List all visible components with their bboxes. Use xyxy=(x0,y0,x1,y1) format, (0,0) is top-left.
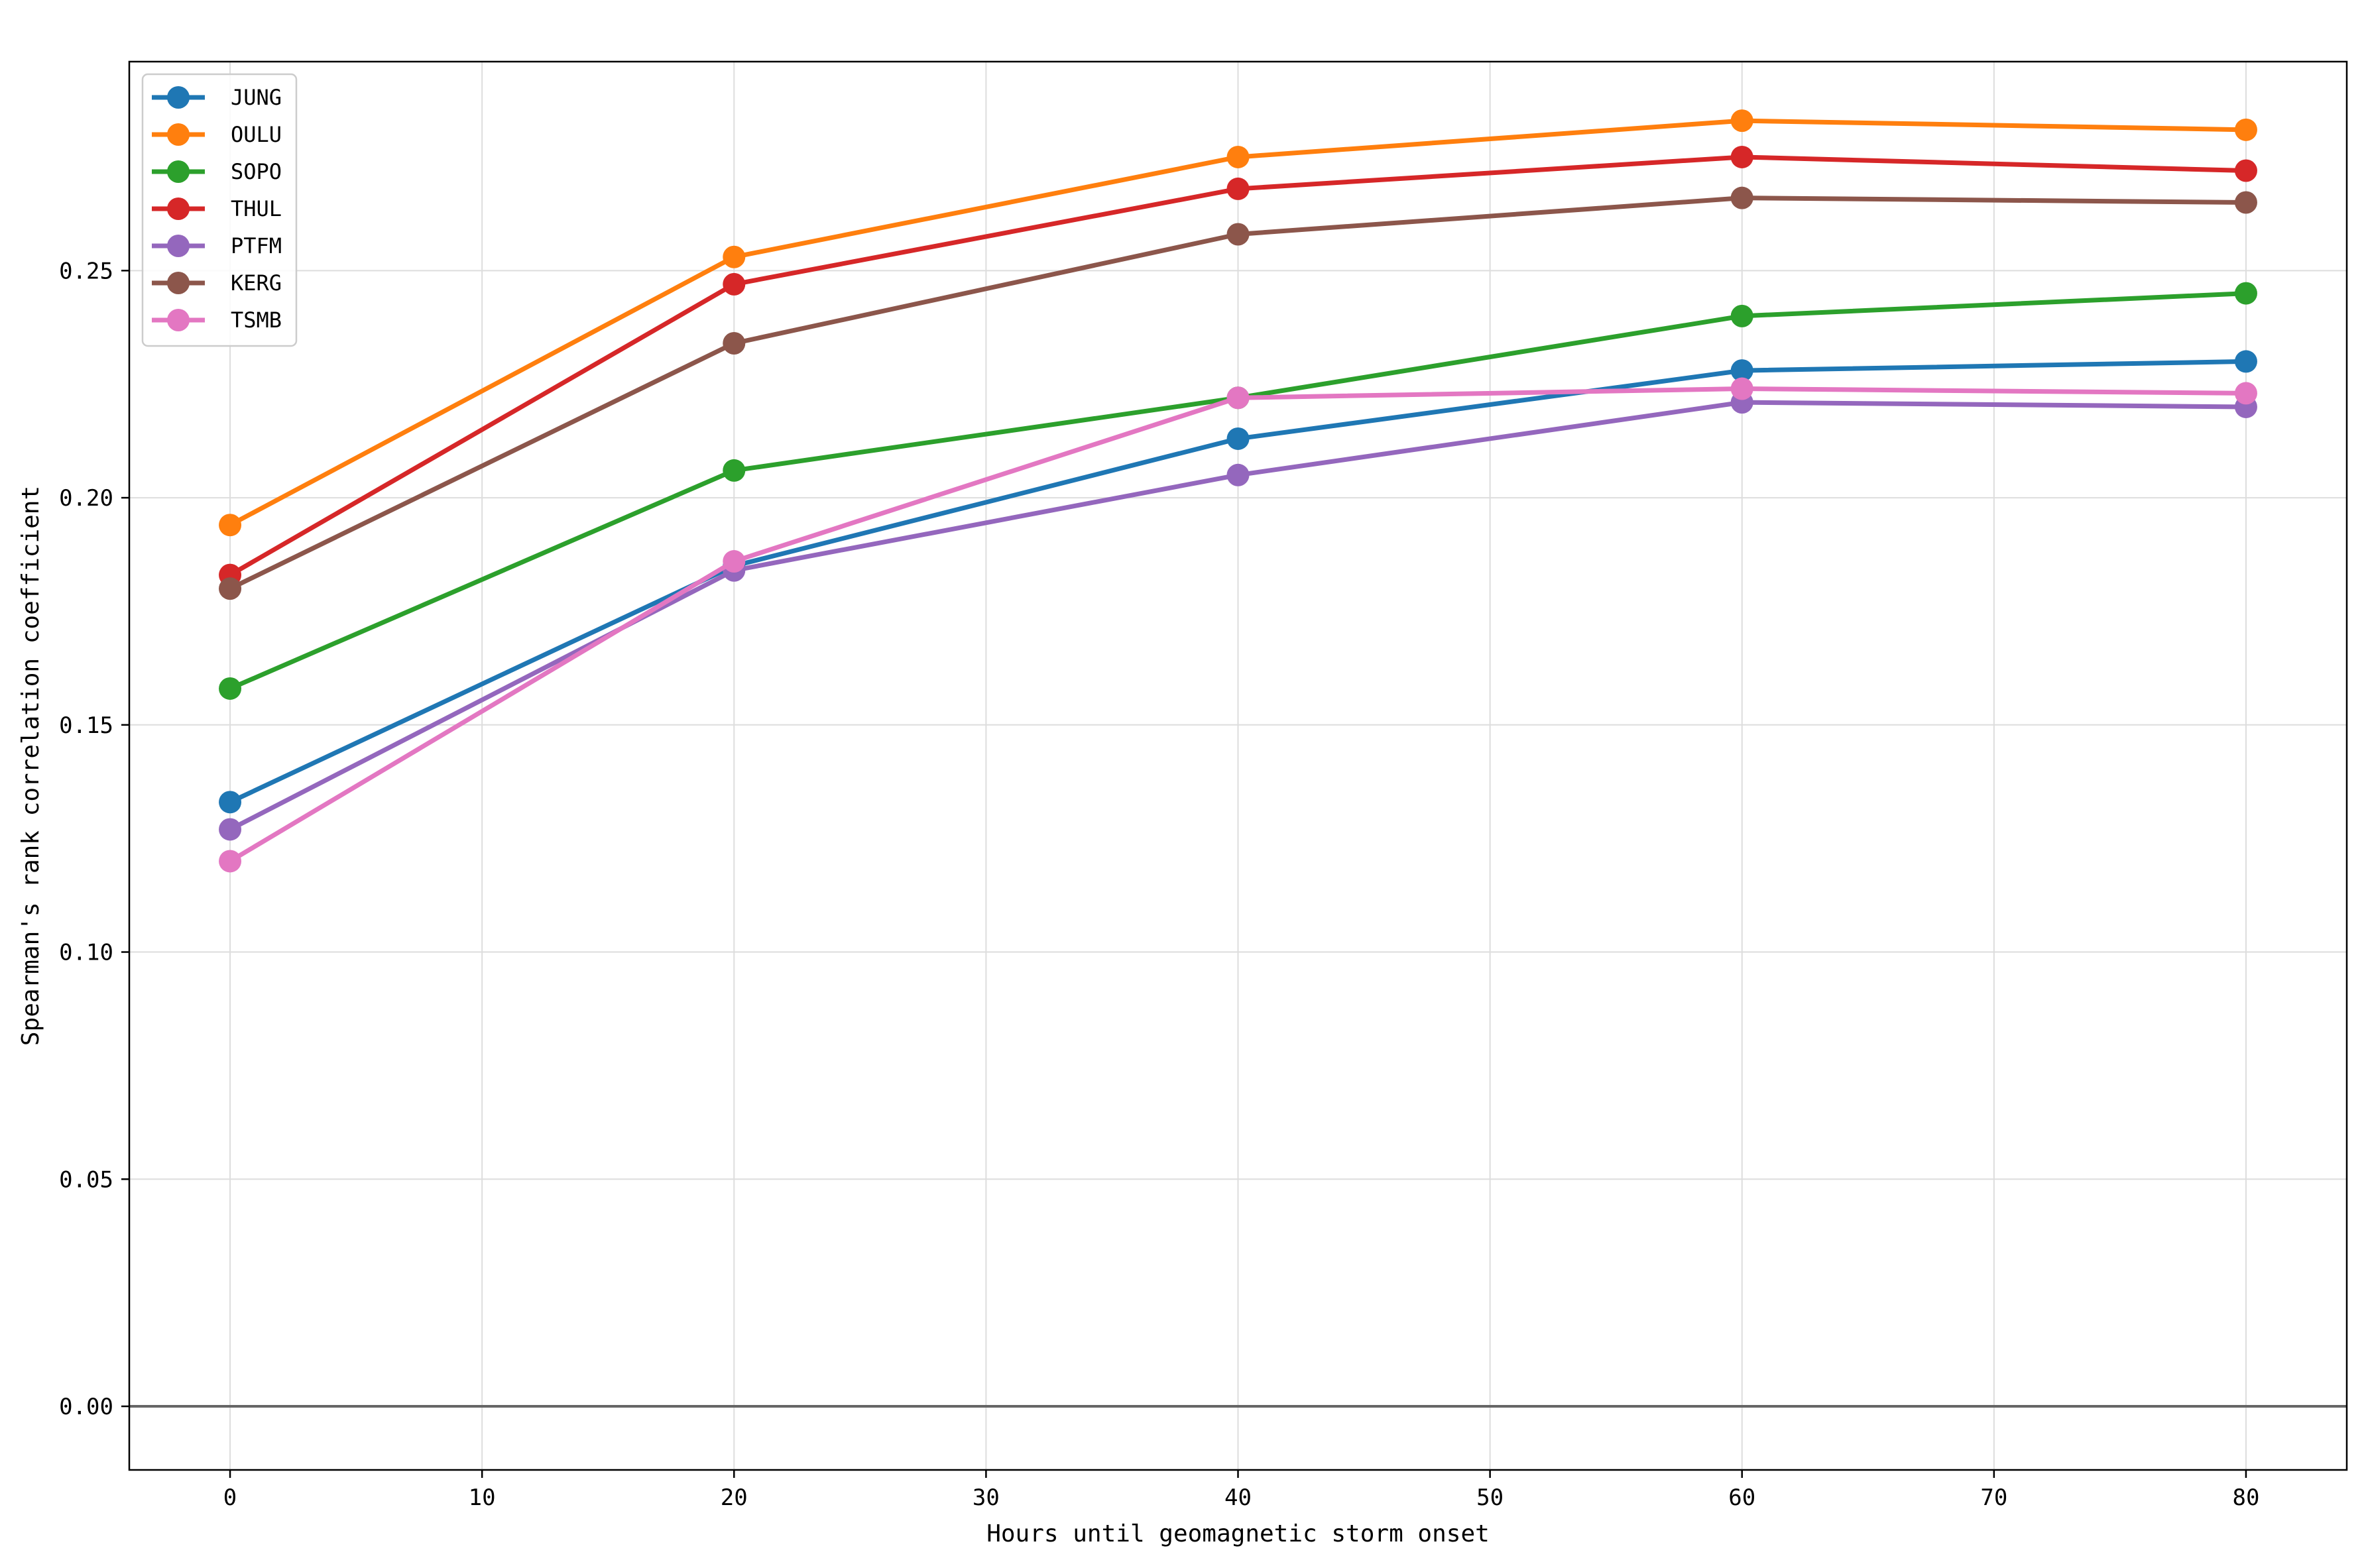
x-tick-label: 80 xyxy=(2232,1484,2259,1511)
x-tick-label: 60 xyxy=(1728,1484,1755,1511)
data-point xyxy=(1730,377,1753,400)
data-point xyxy=(2234,282,2257,305)
legend-marker xyxy=(167,160,190,183)
data-point xyxy=(723,459,746,482)
legend-label: THUL xyxy=(231,196,282,221)
data-point xyxy=(2234,350,2257,373)
legend-marker xyxy=(167,86,190,109)
data-point xyxy=(1730,359,1753,382)
data-point xyxy=(723,245,746,268)
data-point xyxy=(2234,159,2257,182)
x-tick-label: 70 xyxy=(1980,1484,2007,1511)
data-point xyxy=(1226,223,1250,246)
legend-label: JUNG xyxy=(231,85,282,110)
data-point xyxy=(219,514,242,537)
data-point xyxy=(1226,386,1250,410)
data-point xyxy=(219,791,242,814)
legend-label: TSMB xyxy=(231,308,282,333)
data-point xyxy=(1730,109,1753,133)
legend-marker xyxy=(167,123,190,146)
data-point xyxy=(2234,118,2257,141)
legend-item-oulu: OULU xyxy=(152,122,282,147)
y-tick-label: 0.15 xyxy=(59,712,113,739)
y-tick-label: 0.10 xyxy=(59,940,113,966)
data-point xyxy=(219,577,242,600)
x-tick-label: 30 xyxy=(973,1484,1000,1511)
series-layer xyxy=(219,109,2257,873)
data-point xyxy=(1730,186,1753,209)
legend-item-sopo: SOPO xyxy=(152,159,282,184)
legend-marker xyxy=(167,235,190,257)
x-tick-label: 10 xyxy=(469,1484,496,1511)
y-axis-ticks: 0.00 0.05 0.10 0.15 0.20 0.25 xyxy=(59,258,129,1420)
data-point xyxy=(2234,382,2257,405)
series-kerg xyxy=(219,186,2257,600)
data-point xyxy=(1226,145,1250,168)
x-axis-label: Hours until geomagnetic storm onset xyxy=(986,1520,1490,1547)
x-tick-label: 20 xyxy=(721,1484,748,1511)
data-point xyxy=(219,850,242,873)
legend-item-thul: THUL xyxy=(152,196,282,221)
y-tick-label: 0.20 xyxy=(59,485,113,512)
legend-marker xyxy=(167,197,190,220)
legend-item-ptfm: PTFM xyxy=(152,233,282,258)
legend-marker xyxy=(167,309,190,331)
legend: JUNG OULU SOPO THUL PTFM KERG TSMB xyxy=(141,73,298,347)
legend-label: KERG xyxy=(231,270,282,296)
data-point xyxy=(1226,177,1250,200)
series-thul xyxy=(219,145,2257,587)
data-point xyxy=(219,818,242,841)
data-point xyxy=(723,332,746,355)
data-point xyxy=(219,677,242,700)
data-point xyxy=(1226,427,1250,450)
x-tick-label: 40 xyxy=(1224,1484,1252,1511)
x-axis-ticks: 0 10 20 30 40 50 60 70 80 xyxy=(223,1470,2259,1511)
legend-label: OULU xyxy=(231,122,282,147)
legend-label: PTFM xyxy=(231,233,282,258)
x-tick-label: 50 xyxy=(1476,1484,1504,1511)
y-tick-label: 0.05 xyxy=(59,1166,113,1193)
y-tick-label: 0.00 xyxy=(59,1394,113,1420)
data-point xyxy=(1226,463,1250,486)
legend-item-jung: JUNG xyxy=(152,85,282,110)
data-point xyxy=(723,550,746,573)
y-axis-label: Spearman's rank correlation coefficient xyxy=(17,486,44,1046)
y-tick-label: 0.25 xyxy=(59,258,113,284)
data-point xyxy=(2234,191,2257,214)
series-tsmb xyxy=(219,377,2257,873)
data-point xyxy=(1730,145,1753,168)
data-point xyxy=(1730,304,1753,327)
series-oulu xyxy=(219,109,2257,537)
legend-marker xyxy=(167,272,190,294)
data-point xyxy=(723,272,746,296)
legend-item-tsmb: TSMB xyxy=(152,308,282,333)
x-tick-label: 0 xyxy=(223,1484,237,1511)
grid-lines xyxy=(129,62,2347,1470)
legend-item-kerg: KERG xyxy=(152,270,282,296)
legend-label: SOPO xyxy=(231,159,282,184)
